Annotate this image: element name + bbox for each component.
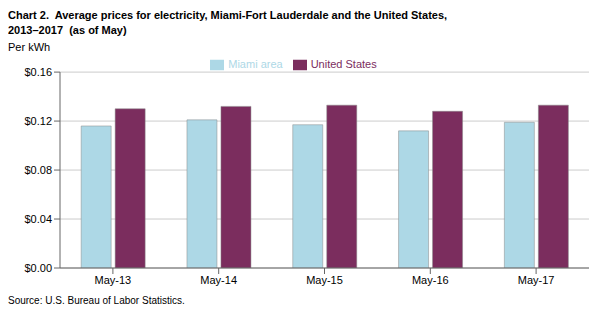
svg-text:$0.12: $0.12 — [24, 115, 52, 127]
svg-text:May-16: May-16 — [412, 274, 449, 286]
svg-text:May-15: May-15 — [306, 274, 343, 286]
html-text:Miami area: Miami area — [228, 58, 283, 70]
html-text:Chart 2. Average prices for el: Chart 2. Average prices for electricity,… — [8, 9, 448, 21]
svg-text:$0.16: $0.16 — [24, 66, 52, 78]
svg-text:May-14: May-14 — [200, 274, 237, 286]
html-text:2013–2017 (as of May): 2013–2017 (as of May) — [8, 24, 127, 36]
html-text:United States: United States — [310, 58, 377, 70]
svg-text:$0.00: $0.00 — [24, 262, 52, 274]
html-text:Source: U.S. Bureau of Labor S: Source: U.S. Bureau of Labor Statistics. — [8, 295, 185, 306]
svg-text:May-13: May-13 — [95, 274, 132, 286]
svg-text:$0.08: $0.08 — [24, 164, 52, 176]
html-text:Per kWh: Per kWh — [8, 41, 51, 53]
svg-text:$0.04: $0.04 — [24, 213, 52, 225]
svg-text:May-17: May-17 — [518, 274, 555, 286]
